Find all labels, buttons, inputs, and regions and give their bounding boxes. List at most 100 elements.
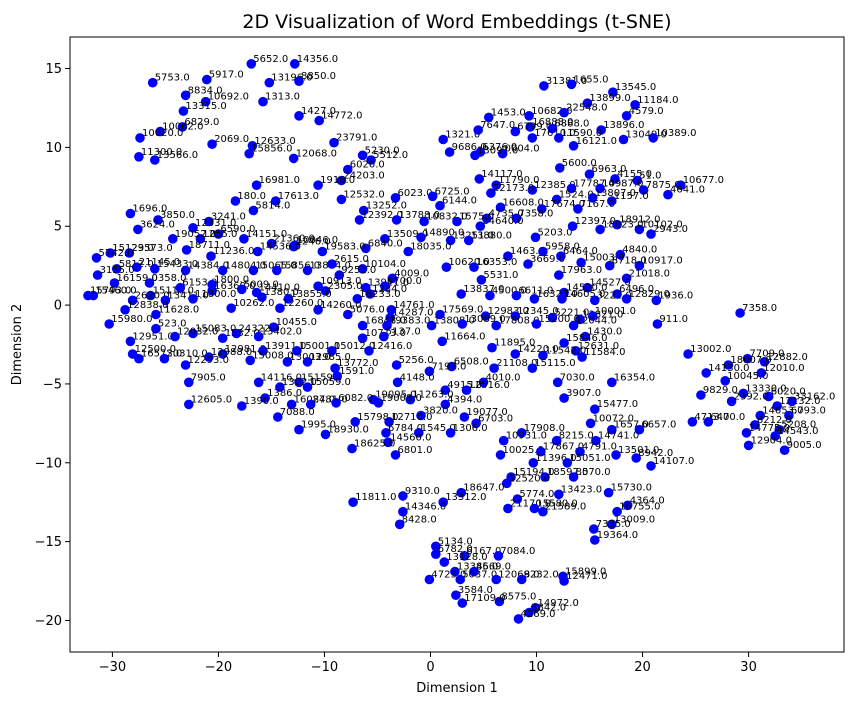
point-label: 10832.0 — [426, 212, 467, 223]
data-point — [608, 87, 618, 97]
point-label: 5774.0 — [519, 489, 554, 500]
data-point — [336, 175, 347, 186]
point-label: 1524.0 — [559, 189, 594, 200]
point-label: 21018.0 — [629, 268, 670, 279]
data-point — [427, 191, 438, 202]
data-point — [266, 238, 277, 249]
data-point — [595, 224, 605, 235]
data-point — [273, 412, 283, 422]
data-point — [456, 289, 467, 299]
data-point — [459, 412, 470, 422]
point-label: 12710.0 — [391, 412, 432, 423]
data-point — [646, 229, 656, 239]
data-point — [568, 141, 579, 151]
point-label: 6657.0 — [641, 420, 676, 431]
data-point — [386, 305, 397, 315]
point-label: 4915.0 — [447, 380, 482, 391]
point-label: 10682.0 — [531, 106, 572, 117]
data-point — [536, 446, 546, 457]
point-label: 7875.0 — [646, 180, 681, 191]
point-label: 11184.0 — [637, 95, 678, 106]
point-label: 16159.0 — [117, 273, 158, 284]
data-point — [525, 122, 535, 132]
data-point — [566, 79, 577, 90]
point-label: 7084.0 — [500, 546, 535, 557]
point-label: 15003.0 — [583, 253, 624, 264]
chart-title: 2D Visualization of Word Embeddings (t-S… — [242, 11, 671, 33]
point-label: 12605.0 — [191, 394, 232, 405]
point-label: 10025.0 — [503, 445, 544, 456]
data-point — [439, 557, 450, 567]
point-label: 13009.0 — [614, 514, 655, 525]
data-point — [175, 282, 186, 293]
data-point — [251, 180, 262, 190]
point-label: 5600.0 — [562, 158, 597, 169]
data-point — [585, 418, 596, 429]
point-label: 1157.0 — [614, 191, 649, 202]
data-point — [726, 396, 737, 407]
data-point — [390, 193, 401, 203]
point-label: 17569.0 — [442, 305, 483, 316]
point-label: 4840.0 — [622, 245, 657, 256]
point-label: 5230.0 — [365, 145, 400, 156]
data-point — [302, 382, 313, 392]
data-point — [361, 243, 371, 254]
x-tick-label: 30 — [740, 660, 757, 675]
data-point — [558, 571, 568, 582]
data-point — [294, 377, 304, 388]
point-label: 7905.0 — [191, 372, 226, 383]
data-point — [135, 133, 145, 143]
point-label: 17908.0 — [524, 423, 565, 434]
data-point — [206, 251, 216, 261]
point-label: 24640.0 — [482, 216, 523, 227]
data-point — [226, 303, 236, 314]
point-label: 5221.0 — [554, 308, 589, 319]
point-label: 18647.0 — [463, 483, 504, 494]
point-label: 12988.0 — [211, 347, 252, 358]
point-label: 11628.0 — [158, 305, 199, 316]
data-point — [438, 497, 449, 508]
point-label: 1936.0 — [658, 290, 693, 301]
data-point — [380, 234, 390, 244]
data-point — [180, 90, 191, 101]
point-label: 6496.0 — [619, 284, 654, 295]
data-point — [556, 251, 566, 261]
point-label: 11590.0 — [561, 128, 602, 139]
data-point — [150, 155, 160, 165]
data-point — [204, 216, 214, 227]
data-point — [527, 133, 538, 143]
point-label: 15008.0 — [252, 350, 293, 361]
point-label: 9005.0 — [787, 440, 822, 451]
data-point — [373, 398, 384, 408]
data-point — [348, 497, 358, 508]
point-label: 17867.0 — [543, 442, 584, 453]
point-label: 6963.0 — [592, 164, 627, 175]
point-label: 6376.0 — [482, 142, 517, 153]
data-point — [527, 185, 538, 195]
point-label: 6703.0 — [478, 413, 513, 424]
point-label: 6167.0 — [466, 546, 501, 557]
point-label: 10931.0 — [506, 431, 547, 442]
data-point — [607, 196, 617, 206]
point-label: 12293.0 — [188, 355, 229, 366]
point-label: 14761.0 — [393, 300, 434, 311]
data-point — [513, 614, 524, 624]
point-label: 13911.0 — [265, 341, 306, 352]
data-point — [612, 219, 622, 230]
point-label: 1313.0 — [265, 92, 300, 103]
data-point — [554, 489, 564, 500]
data-point — [144, 278, 155, 288]
point-label: 16888.0 — [532, 117, 573, 128]
point-label: 1302.0 — [282, 377, 317, 388]
data-point — [720, 376, 730, 386]
data-point — [336, 194, 347, 205]
data-point — [207, 139, 217, 149]
point-label: 5742.0 — [99, 248, 134, 259]
point-label: 12032.0 — [177, 327, 218, 338]
data-point — [473, 125, 484, 135]
data-point — [510, 349, 521, 359]
data-point — [510, 126, 521, 137]
point-label: 14741.0 — [598, 431, 639, 442]
point-label: 10045.0 — [727, 371, 768, 382]
